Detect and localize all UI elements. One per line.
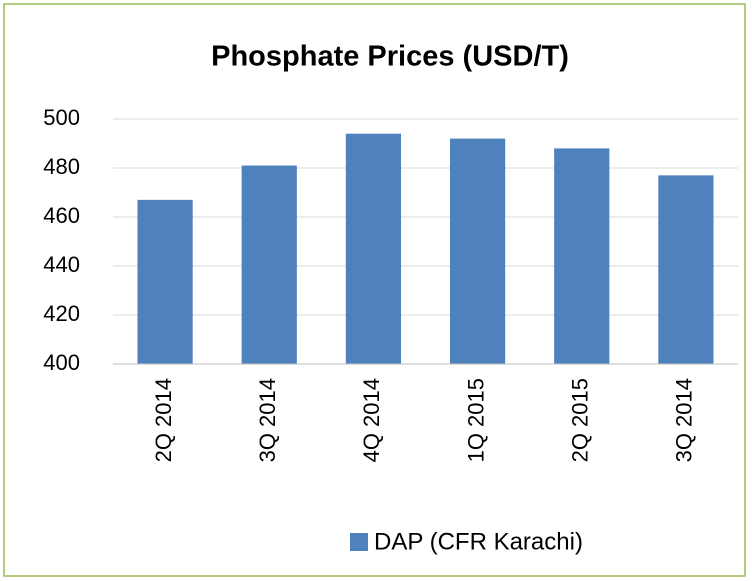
x-tick-label: 3Q 2014 [255,378,280,462]
bar [137,199,193,364]
y-tick-label: 460 [43,203,80,228]
x-tick-label: 2Q 2015 [568,378,593,462]
chart-title: Phosphate Prices (USD/T) [211,41,569,73]
y-tick-label: 420 [43,301,80,326]
y-tick-label: 500 [43,105,80,130]
bar [345,133,402,364]
x-tick-label: 4Q 2014 [359,378,384,462]
bar [241,165,297,364]
legend-swatch [350,533,368,551]
bar [554,148,610,364]
y-tick-label: 440 [43,252,80,277]
x-tick-label: 1Q 2015 [463,378,488,462]
bar [449,138,506,364]
x-tick-label: 2Q 2014 [151,378,176,462]
bar [658,175,714,364]
y-tick-label: 400 [43,350,80,375]
legend-label: DAP (CFR Karachi) [374,528,583,555]
y-tick-label: 480 [43,154,80,179]
x-tick-label: 3Q 2014 [672,378,697,462]
